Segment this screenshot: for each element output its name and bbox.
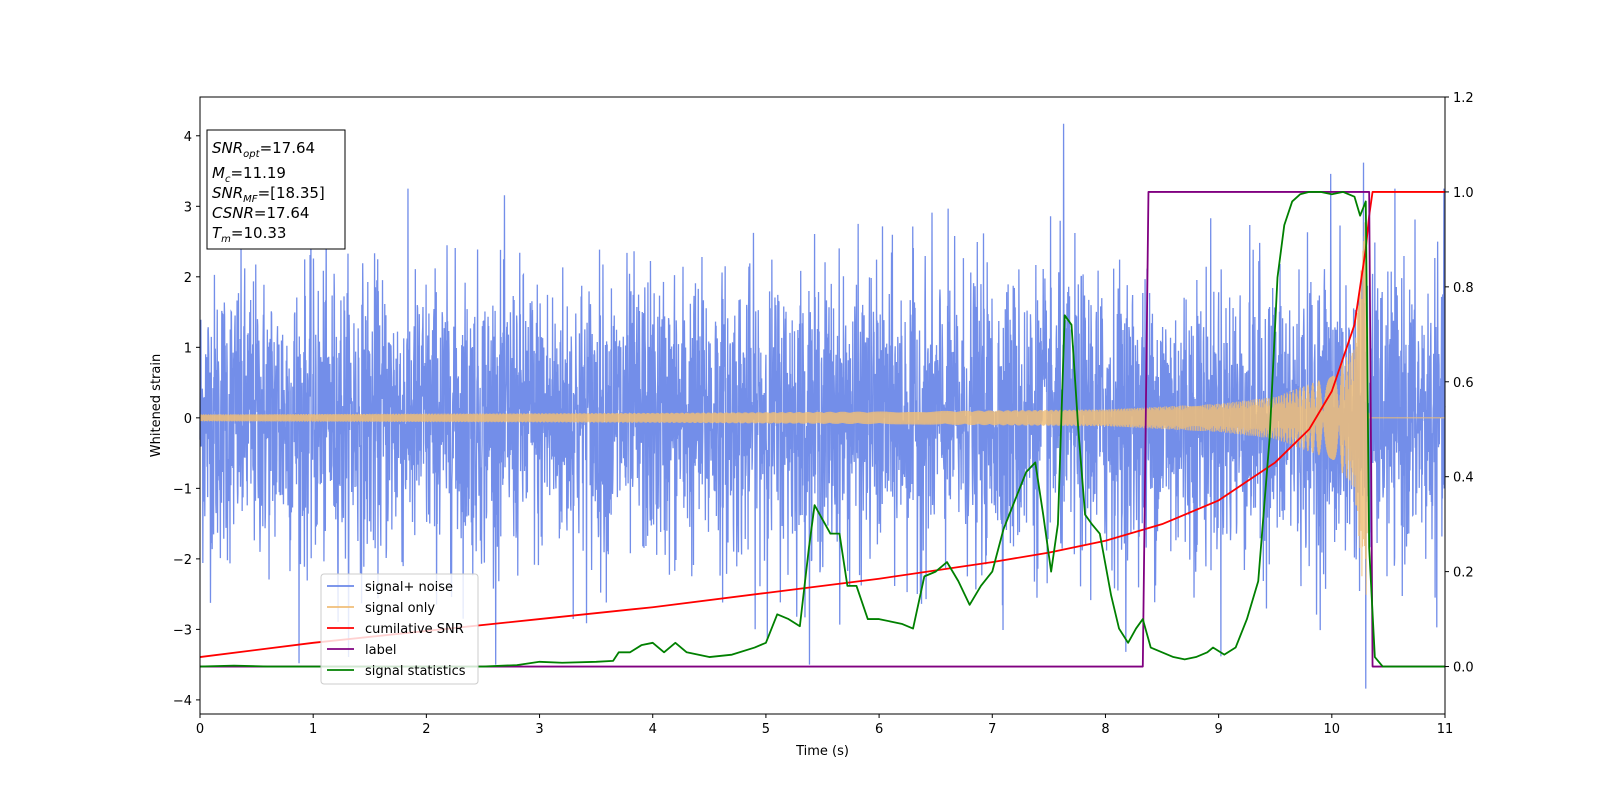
x-tick-label: 1 xyxy=(309,722,317,737)
legend-frame xyxy=(320,573,479,685)
x-tick-label: 10 xyxy=(1324,722,1341,737)
info-snr-opt: SNRopt=17.64 xyxy=(212,139,315,160)
info-snr-opt-value: =17.64 xyxy=(260,139,316,157)
x-tick-label: 4 xyxy=(649,722,657,737)
x-axis: 0 1 2 3 4 5 6 7 8 9 10 11 xyxy=(196,714,1453,737)
x-tick-label: 2 xyxy=(422,722,430,737)
info-tm-symbol: T xyxy=(212,224,223,242)
y-right-tick-label: 0.4 xyxy=(1453,471,1474,486)
y-right-tick-label: 0.6 xyxy=(1453,376,1474,391)
y-left-tick-label: −1 xyxy=(173,482,192,497)
info-tm: Tm=10.33 xyxy=(212,224,286,245)
legend-entry: signal only xyxy=(365,601,435,616)
legend-entry: signal+ noise xyxy=(365,580,453,595)
x-tick-label: 9 xyxy=(1214,722,1222,737)
series-signal-only xyxy=(199,222,1445,595)
y-axis-label: Whitened strain xyxy=(149,354,164,457)
y-left-tick-label: −3 xyxy=(173,623,192,638)
series-cumulative-snr xyxy=(199,191,1445,658)
y-left-tick-label: 2 xyxy=(184,271,192,286)
y-right-tick-label: 0.2 xyxy=(1453,566,1474,581)
x-tick-label: 6 xyxy=(875,722,883,737)
x-tick-label: 0 xyxy=(196,722,204,737)
x-tick-label: 7 xyxy=(988,722,996,737)
info-snr-mf-subscript: MF xyxy=(243,194,258,205)
info-mc: Mc=11.19 xyxy=(212,164,286,185)
info-csnr: CSNR=17.64 xyxy=(212,204,309,222)
legend-entry: cumilative SNR xyxy=(365,622,464,637)
info-csnr-symbol: CSNR xyxy=(212,204,254,222)
x-tick-label: 11 xyxy=(1437,722,1454,737)
y-left-tick-label: 3 xyxy=(184,200,192,215)
info-mc-symbol: M xyxy=(212,164,225,182)
y-right-tick-label: 0.8 xyxy=(1453,281,1474,296)
info-csnr-value: =17.64 xyxy=(254,204,310,222)
y-right-tick-label: 0.0 xyxy=(1453,661,1474,676)
info-snr-mf: SNRMF=[18.35] xyxy=(212,184,325,205)
legend-entry: label xyxy=(365,643,396,658)
info-snr-opt-symbol: SNR xyxy=(212,139,243,157)
y-left-tick-label: 0 xyxy=(184,412,192,427)
plot-area xyxy=(199,123,1446,689)
info-mc-subscript: c xyxy=(225,174,231,185)
plot-frame xyxy=(199,96,1446,715)
y-left-tick-label: 1 xyxy=(184,341,192,356)
y-left-tick-label: 4 xyxy=(184,130,192,145)
info-box-frame xyxy=(206,129,346,250)
y-right-tick-label: 1.2 xyxy=(1453,91,1474,106)
info-snr-mf-value: =[18.35] xyxy=(258,184,325,202)
y-right-tick-label: 1.0 xyxy=(1453,186,1474,201)
series-signal-statistics xyxy=(199,191,1445,668)
info-tm-subscript: m xyxy=(221,234,231,245)
info-mc-value: =11.19 xyxy=(230,164,286,182)
x-axis-label: Time (s) xyxy=(795,744,849,759)
x-tick-label: 8 xyxy=(1101,722,1109,737)
x-tick-label: 3 xyxy=(535,722,543,737)
info-snr-mf-symbol: SNR xyxy=(212,184,243,202)
info-snr-opt-subscript: opt xyxy=(243,149,260,160)
y-axis-right: 0.0 0.2 0.4 0.6 0.8 1.0 1.2 xyxy=(1445,91,1474,676)
y-left-tick-label: −4 xyxy=(173,694,192,709)
x-tick-label: 5 xyxy=(762,722,770,737)
y-left-tick-label: −2 xyxy=(173,553,192,568)
info-box: SNRopt=17.64 Mc=11.19 SNRMF=[18.35] CSNR… xyxy=(206,129,346,250)
legend: signal+ noise signal only cumilative SNR la… xyxy=(320,573,479,685)
legend-entry: signal statistics xyxy=(365,664,466,679)
info-tm-value: =10.33 xyxy=(231,224,287,242)
y-axis-left: −4 −3 −2 −1 0 1 2 3 4 xyxy=(173,130,200,709)
